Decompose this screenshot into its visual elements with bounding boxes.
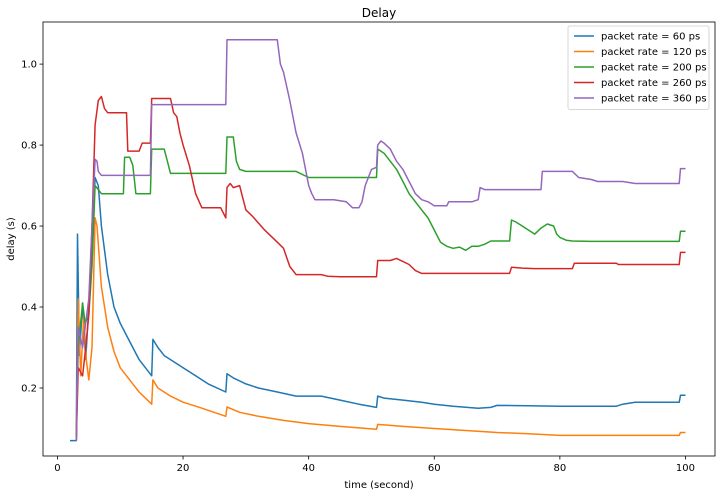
x-tick-label: 80 xyxy=(554,463,567,474)
y-axis-ticks: 0.2 0.4 0.6 0.8 1.0 xyxy=(21,60,43,394)
plot-lines xyxy=(70,39,686,442)
x-tick-label: 60 xyxy=(428,463,441,474)
y-tick-label: 0.4 xyxy=(21,303,37,314)
legend: packet rate = 60 ps packet rate = 120 ps p… xyxy=(567,25,710,110)
legend-entry-label: packet rate = 260 ps xyxy=(601,78,707,89)
y-axis-label: delay (s) xyxy=(6,217,17,261)
y-tick-label: 0.6 xyxy=(21,222,37,233)
legend-entry-label: packet rate = 200 ps xyxy=(601,63,707,74)
y-tick-label: 0.2 xyxy=(21,383,37,394)
y-tick-label: 0.8 xyxy=(21,141,37,152)
series-line-5 xyxy=(75,39,686,441)
series-line-1 xyxy=(70,176,686,442)
chart-title: Delay xyxy=(362,6,396,20)
series-line-2 xyxy=(75,217,686,441)
legend-box xyxy=(567,25,710,110)
plot-frame xyxy=(42,21,716,457)
x-tick-label: 100 xyxy=(676,463,695,474)
legend-entry-label: packet rate = 60 ps xyxy=(601,32,700,43)
legend-entry-label: packet rate = 120 ps xyxy=(601,47,707,58)
y-tick-label: 1.0 xyxy=(21,60,37,71)
x-tick-label: 0 xyxy=(54,463,60,474)
x-axis-label: time (second) xyxy=(344,480,413,491)
x-tick-label: 20 xyxy=(177,463,190,474)
x-tick-label: 40 xyxy=(302,463,315,474)
series-line-3 xyxy=(75,136,686,441)
legend-entry-label: packet rate = 360 ps xyxy=(601,94,707,105)
x-axis-ticks: 0 20 40 60 80 100 xyxy=(54,456,695,474)
series-line-4 xyxy=(75,95,686,441)
